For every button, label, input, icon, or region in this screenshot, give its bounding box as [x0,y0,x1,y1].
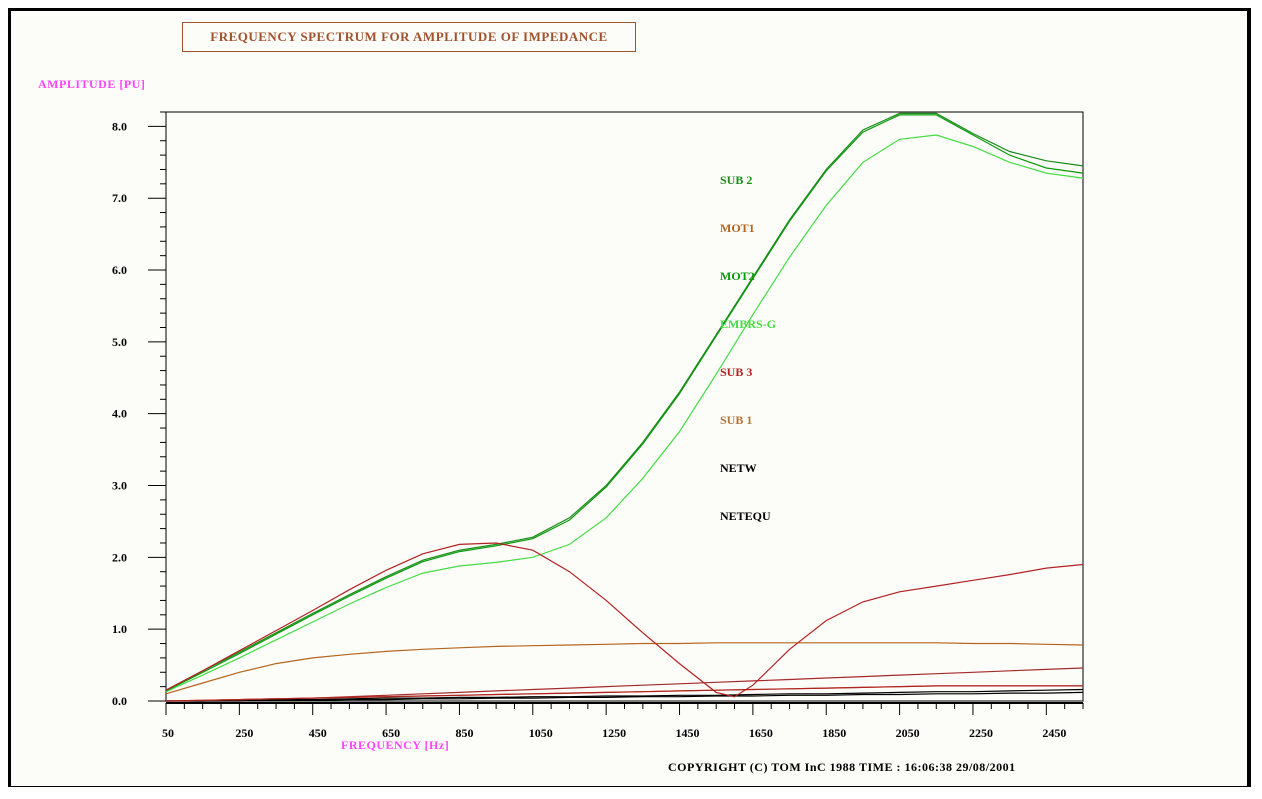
series-line-mot2 [165,114,1084,692]
series-line-mot1 [165,642,1084,695]
y-tick-label: 5.0 [112,335,127,349]
ticks: 0.0 1.0 2.0 3.0 4.0 5.0 6.0 7.0 8.0 50 250 450 650 85… [112,111,1084,740]
axes [165,111,1084,704]
series-line-embrs-g [165,134,1084,693]
x-tick-label: 1850 [822,726,846,740]
legend-entry: MOT2 [720,269,755,283]
legend-entry: SUB 3 [720,365,752,379]
y-tick-label: 4.0 [112,407,127,421]
chart-title: FREQUENCY SPECTRUM FOR AMPLITUDE OF IMPE… [182,22,636,52]
y-tick-label: 3.0 [112,479,127,493]
series-line-netequ [166,691,1084,702]
copyright-timestamp: COPYRIGHT (C) TOM InC 1988 TIME : 16:06:… [668,760,1016,774]
x-tick-label: 1650 [749,726,773,740]
legend-entry: MOT1 [720,221,755,235]
x-tick-label: 1050 [529,726,553,740]
y-axis-label: AMPLITUDE [PU] [38,77,146,91]
series-lines [165,112,1084,702]
x-tick-label: 50 [162,726,174,740]
x-tick-label: 850 [455,726,473,740]
x-tick-label: 450 [309,726,327,740]
legend-entry: NETW [720,461,757,475]
x-tick-label: 1450 [676,726,700,740]
x-tick-label: 2250 [969,726,993,740]
series-line-sub-3-resonance [165,542,1084,698]
y-tick-label: 7.0 [112,191,127,205]
y-tick-label: 6.0 [112,263,127,277]
chart-frame [8,8,1251,787]
x-tick-label: 1250 [602,726,626,740]
plot-area [165,111,1084,702]
legend-entry: EMBRS-G [720,317,776,331]
y-tick-label: 2.0 [112,550,127,564]
series-line-sub-3 [165,685,1083,702]
series-line-netw [166,688,1084,702]
x-tick-label: 2450 [1042,726,1066,740]
legend: SUB 2 MOT1 MOT2 EMBRS-G SUB 3 SUB 1 NETW NETEQU [720,173,776,523]
x-tick-label: 650 [382,726,400,740]
legend-entry: SUB 2 [720,173,752,187]
legend-entry: NETEQU [720,509,771,523]
x-axis-label: FREQUENCY [Hz] [341,738,450,752]
x-tick-label: 2050 [896,726,920,740]
y-tick-label: 1.0 [112,622,127,636]
series-line-sub-2 [165,112,1084,691]
y-tick-label: 8.0 [112,119,127,133]
x-tick-label: 250 [235,726,253,740]
y-tick-label: 0.0 [112,694,127,708]
legend-entry: SUB 1 [720,413,752,427]
